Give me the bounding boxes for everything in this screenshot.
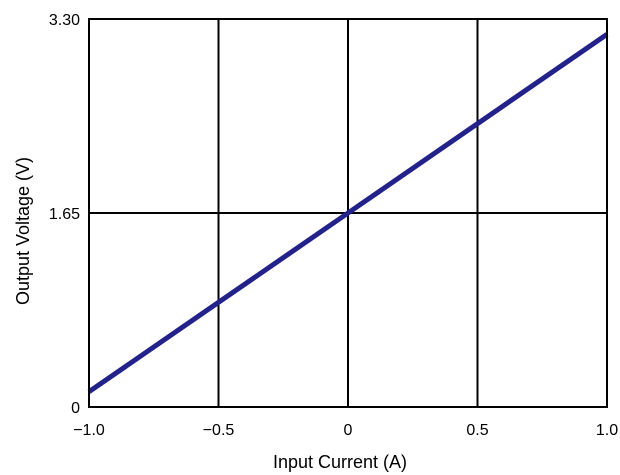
- x-tick-label: 0: [344, 422, 353, 439]
- y-tick-label: 0: [71, 400, 80, 417]
- y-axis-title: Output Voltage (V): [13, 157, 33, 305]
- series-layer: [87, 32, 609, 394]
- plot-frame: [88, 18, 608, 408]
- x-axis-title: Input Current (A): [273, 452, 407, 472]
- series-line: [87, 32, 609, 394]
- y-tick-label: 1.65: [49, 206, 80, 223]
- x-tick-label: 0.5: [466, 422, 488, 439]
- x-tick-label: −0.5: [203, 422, 235, 439]
- x-tick-labels: −1.0 −0.5 0 0.5 1.0: [73, 422, 618, 439]
- x-tick-label: 1.0: [596, 422, 618, 439]
- y-tick-labels: 0 1.65 3.30: [49, 12, 80, 417]
- y-tick-label: 3.30: [49, 12, 80, 29]
- x-tick-label: −1.0: [73, 422, 105, 439]
